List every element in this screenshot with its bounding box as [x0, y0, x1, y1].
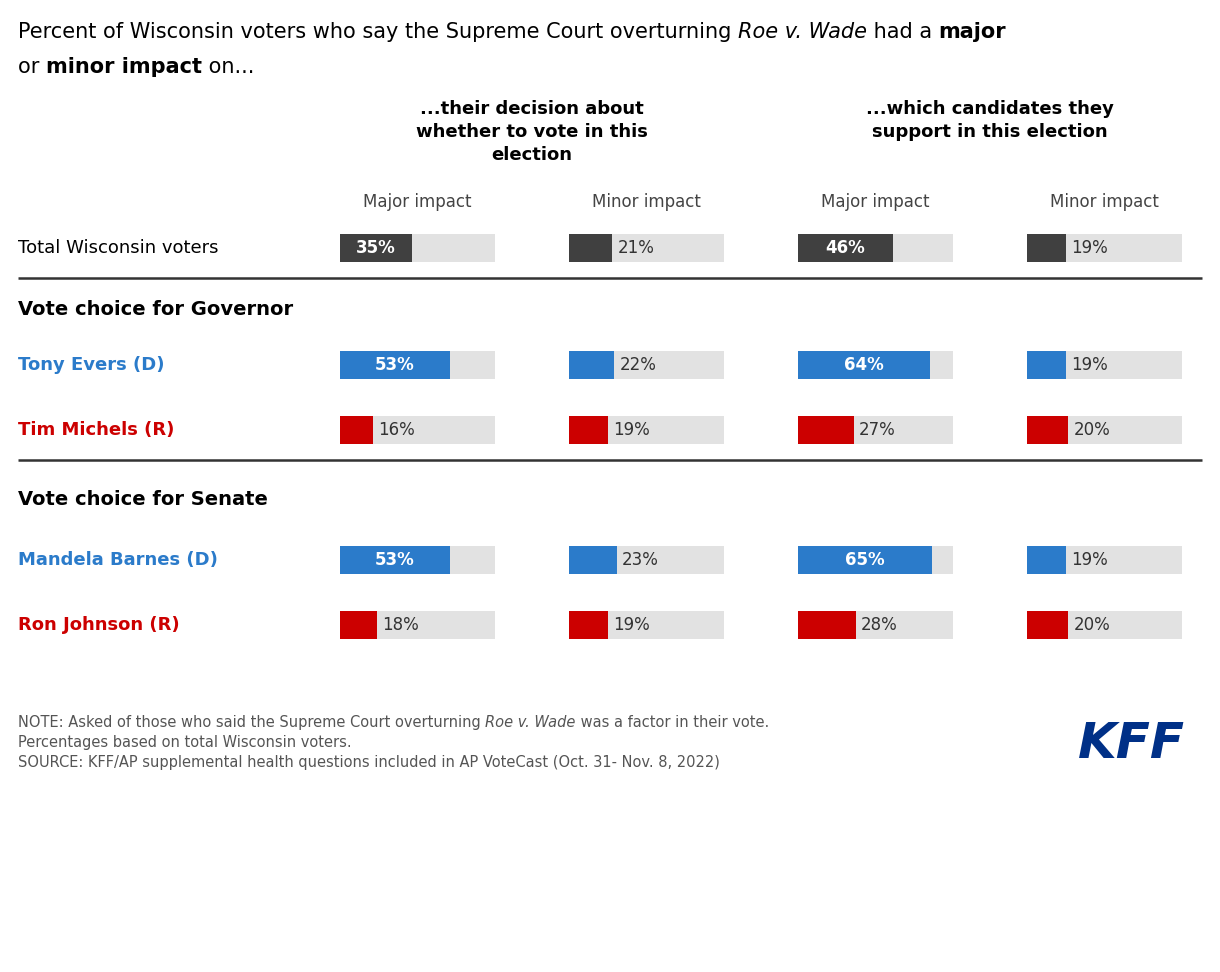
- Text: 27%: 27%: [859, 421, 895, 439]
- Text: 53%: 53%: [375, 356, 415, 374]
- Bar: [1027, 611, 1069, 639]
- Bar: [569, 416, 609, 444]
- Text: Roe v. Wade: Roe v. Wade: [738, 22, 867, 42]
- Text: Major impact: Major impact: [362, 193, 471, 211]
- Text: 23%: 23%: [621, 551, 659, 569]
- Text: KFF: KFF: [1078, 720, 1185, 768]
- Text: 35%: 35%: [356, 239, 396, 257]
- Text: 46%: 46%: [826, 239, 865, 257]
- Bar: [798, 611, 953, 639]
- Text: Percentages based on total Wisconsin voters.: Percentages based on total Wisconsin vot…: [18, 735, 351, 750]
- Bar: [569, 351, 615, 379]
- Text: Total Wisconsin voters: Total Wisconsin voters: [18, 239, 218, 257]
- Bar: [798, 351, 931, 379]
- Text: 22%: 22%: [620, 356, 656, 374]
- Bar: [340, 611, 495, 639]
- Bar: [798, 416, 953, 444]
- Text: Minor impact: Minor impact: [592, 193, 700, 211]
- Bar: [798, 234, 893, 262]
- Text: 19%: 19%: [1071, 239, 1108, 257]
- Text: 20%: 20%: [1074, 616, 1110, 634]
- Bar: [1027, 546, 1066, 574]
- Text: Tony Evers (D): Tony Evers (D): [18, 356, 165, 374]
- Text: Roe v. Wade: Roe v. Wade: [486, 715, 576, 730]
- Bar: [569, 546, 616, 574]
- Text: 19%: 19%: [614, 421, 650, 439]
- Text: Ron Johnson (R): Ron Johnson (R): [18, 616, 179, 634]
- Bar: [1027, 351, 1066, 379]
- Text: Vote choice for Senate: Vote choice for Senate: [18, 490, 268, 509]
- Text: 19%: 19%: [1071, 551, 1108, 569]
- Text: 64%: 64%: [844, 356, 884, 374]
- Text: was a factor in their vote.: was a factor in their vote.: [576, 715, 769, 730]
- Text: major: major: [938, 22, 1006, 42]
- Bar: [340, 546, 495, 574]
- Text: minor impact: minor impact: [46, 57, 203, 77]
- Bar: [569, 611, 723, 639]
- Bar: [569, 234, 723, 262]
- Bar: [340, 234, 412, 262]
- Bar: [340, 351, 449, 379]
- Bar: [798, 416, 854, 444]
- Text: on...: on...: [203, 57, 255, 77]
- Bar: [340, 416, 373, 444]
- Bar: [1027, 351, 1182, 379]
- Bar: [1027, 234, 1066, 262]
- Bar: [340, 351, 495, 379]
- Bar: [569, 546, 723, 574]
- Bar: [1027, 416, 1182, 444]
- Text: 53%: 53%: [375, 551, 415, 569]
- Text: Vote choice for Governor: Vote choice for Governor: [18, 300, 293, 319]
- Text: had a: had a: [867, 22, 938, 42]
- Bar: [798, 546, 953, 574]
- Text: 28%: 28%: [861, 616, 898, 634]
- Bar: [569, 351, 723, 379]
- Bar: [798, 546, 932, 574]
- Text: Mandela Barnes (D): Mandela Barnes (D): [18, 551, 218, 569]
- Text: 19%: 19%: [614, 616, 650, 634]
- Text: 20%: 20%: [1074, 421, 1110, 439]
- Bar: [569, 416, 723, 444]
- Bar: [1027, 234, 1182, 262]
- Bar: [340, 611, 377, 639]
- Bar: [1027, 546, 1182, 574]
- Text: 18%: 18%: [382, 616, 418, 634]
- Bar: [1027, 611, 1182, 639]
- Text: SOURCE: KFF/AP supplemental health questions included in AP VoteCast (Oct. 31- N: SOURCE: KFF/AP supplemental health quest…: [18, 755, 720, 770]
- Text: or: or: [18, 57, 46, 77]
- Text: 16%: 16%: [378, 421, 415, 439]
- Text: 65%: 65%: [845, 551, 884, 569]
- Bar: [340, 546, 449, 574]
- Bar: [340, 234, 495, 262]
- Text: ...which candidates they
support in this election: ...which candidates they support in this…: [866, 100, 1114, 141]
- Bar: [798, 234, 953, 262]
- Bar: [1027, 416, 1069, 444]
- Bar: [340, 416, 495, 444]
- Bar: [798, 611, 856, 639]
- Bar: [569, 234, 612, 262]
- Text: Minor impact: Minor impact: [1049, 193, 1159, 211]
- Text: ...their decision about
whether to vote in this
election: ...their decision about whether to vote …: [416, 100, 648, 164]
- Bar: [798, 351, 953, 379]
- Text: Major impact: Major impact: [821, 193, 930, 211]
- Text: NOTE: Asked of those who said the Supreme Court overturning: NOTE: Asked of those who said the Suprem…: [18, 715, 486, 730]
- Text: 21%: 21%: [617, 239, 654, 257]
- Text: Tim Michels (R): Tim Michels (R): [18, 421, 174, 439]
- Text: 19%: 19%: [1071, 356, 1108, 374]
- Text: Percent of Wisconsin voters who say the Supreme Court overturning: Percent of Wisconsin voters who say the …: [18, 22, 738, 42]
- Bar: [569, 611, 609, 639]
